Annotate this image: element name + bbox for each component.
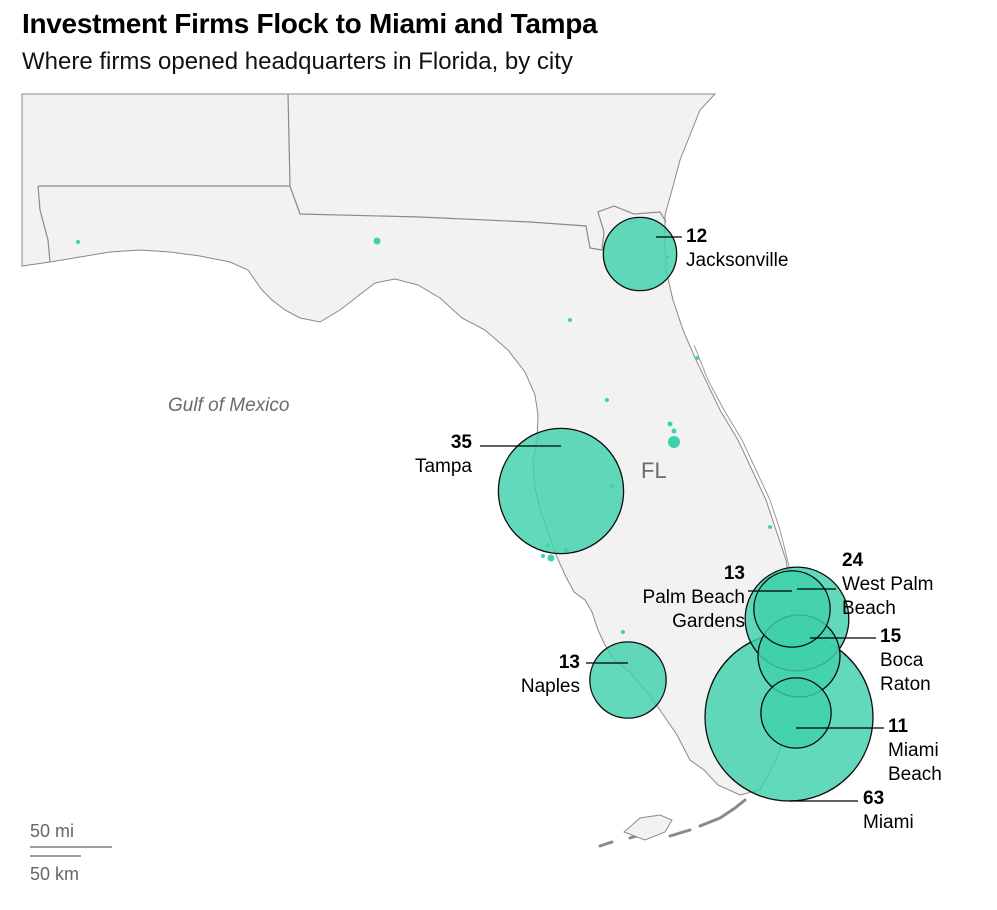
value-boca-raton: 15 — [880, 626, 902, 647]
state-border-al-ga — [287, 93, 291, 187]
minor-dot — [671, 428, 677, 434]
bubble-naples — [589, 641, 667, 719]
scale-miles-label: 50 mi — [30, 821, 74, 841]
label-tampa: Tampa — [415, 456, 472, 477]
minor-dot — [541, 554, 545, 558]
state-label: FL — [641, 458, 667, 483]
label-line: Boca — [880, 650, 924, 671]
minor-dot — [668, 436, 680, 448]
label-line: Naples — [521, 676, 580, 697]
map-title: Investment Firms Flock to Miami and Tamp… — [22, 8, 598, 39]
value-naples: 13 — [559, 652, 580, 673]
label-line: Beach — [842, 598, 896, 619]
label-miami-beach: Miami Beach — [888, 740, 942, 785]
label-palm-beach-gardens: Palm Beach Gardens — [643, 587, 745, 632]
label-line: Miami — [863, 812, 914, 833]
city-labels: 12 Jacksonville 35 Tampa 13 Palm Beach Gardens… — [415, 226, 942, 833]
value-palm-beach-gardens: 13 — [724, 563, 745, 584]
bubble-tampa — [497, 427, 625, 555]
state-border-ga-fl — [38, 185, 667, 251]
label-line: Jacksonville — [686, 250, 788, 271]
minor-dot — [547, 554, 555, 562]
leader-lines — [480, 236, 884, 802]
bubble-jacksonville — [602, 216, 678, 292]
label-line: Tampa — [415, 456, 472, 477]
label-boca-raton: Boca Raton — [880, 650, 931, 695]
everglades-island — [623, 814, 673, 841]
scale-km-label: 50 km — [30, 864, 79, 884]
scale-bar: 50 mi 50 km — [30, 821, 112, 884]
minor-dot — [768, 525, 772, 529]
state-border-al-fl — [37, 185, 51, 263]
label-miami: Miami — [863, 812, 914, 833]
map-subtitle: Where firms opened headquarters in Flori… — [22, 48, 573, 75]
gulf-label: Gulf of Mexico — [168, 395, 289, 416]
florida-keys — [598, 798, 747, 848]
bubble-palm-beach-gardens — [753, 570, 831, 648]
minor-dot — [695, 356, 699, 360]
label-line: Palm Beach — [643, 587, 745, 608]
minor-dot — [568, 318, 572, 322]
value-miami-beach: 11 — [888, 716, 909, 737]
value-miami: 63 — [863, 788, 884, 809]
minor-dot — [667, 421, 673, 427]
minor-dot — [621, 630, 625, 634]
city-bubbles — [497, 216, 874, 802]
bubble-miami-beach — [760, 677, 832, 749]
label-line: West Palm — [842, 574, 934, 595]
label-naples: Naples — [521, 676, 580, 697]
label-jacksonville: Jacksonville — [686, 250, 788, 271]
minor-dot — [605, 398, 609, 402]
label-line: Beach — [888, 764, 942, 785]
minor-dot — [76, 240, 80, 244]
minor-dot — [373, 237, 381, 245]
label-line: Raton — [880, 674, 931, 695]
value-tampa: 35 — [451, 432, 473, 453]
label-line: Gardens — [672, 611, 745, 632]
label-west-palm-beach: West Palm Beach — [842, 574, 934, 619]
value-west-palm-beach: 24 — [842, 550, 864, 571]
value-jacksonville: 12 — [686, 226, 707, 247]
land-mass — [21, 93, 798, 796]
label-line: Miami — [888, 740, 939, 761]
